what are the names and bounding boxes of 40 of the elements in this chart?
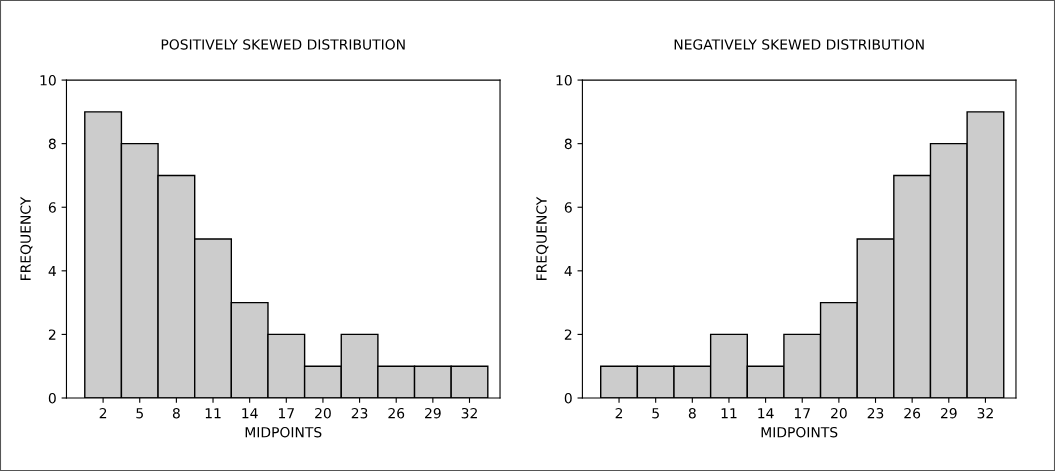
y-tick-label: 4: [48, 265, 56, 277]
x-tick-label: 32: [461, 407, 477, 419]
x-tick-label: 2: [615, 407, 623, 419]
x-tick-label: 26: [904, 407, 921, 419]
y-tick-label: 8: [48, 138, 56, 150]
x-tick-label: 14: [758, 408, 774, 419]
x-tick-label: 8: [172, 407, 180, 419]
x-tick-label: 17: [794, 408, 810, 419]
y-tick-label: 10: [556, 75, 572, 86]
x-tick-label: 29: [425, 407, 441, 419]
x-tick-label: 20: [831, 407, 847, 419]
x-tick-label: 32: [977, 407, 993, 419]
y-tick-label: 0: [48, 392, 56, 404]
x-axis-title: MIDPOINTS: [761, 426, 838, 438]
x-tick-label: 8: [688, 407, 696, 419]
y-axis-title: FREQUENCY: [20, 196, 33, 280]
x-tick-label: 20: [315, 407, 331, 419]
y-tick-label: 6: [48, 202, 56, 213]
x-tick-label: 11: [205, 408, 221, 419]
x-tick-label: 17: [278, 408, 294, 419]
y-tick-label: 2: [564, 329, 572, 340]
y-tick-label: 6: [564, 202, 572, 213]
x-axis-title: MIDPOINTS: [245, 426, 322, 438]
x-tick-label: 2: [99, 407, 107, 419]
x-tick-label: 23: [351, 407, 368, 419]
x-tick-label: 26: [388, 407, 405, 419]
y-tick-label: 4: [564, 265, 572, 277]
y-tick-label: 10: [40, 75, 56, 86]
x-tick-label: 23: [867, 407, 884, 419]
y-tick-label: 2: [48, 329, 56, 340]
x-tick-label: 11: [721, 408, 737, 419]
chart-title: NEGATIVELY SKEWED DISTRIBUTION: [674, 39, 924, 50]
x-tick-label: 5: [652, 408, 659, 419]
y-axis-title: FREQUENCY: [536, 196, 549, 280]
chart-title: POSITIVELY SKEWED DISTRIBUTION: [161, 39, 405, 50]
x-tick-label: 29: [940, 407, 957, 419]
y-tick-label: 0: [564, 392, 572, 404]
x-tick-label: 5: [136, 408, 143, 419]
y-tick-label: 8: [564, 138, 572, 150]
x-tick-label: 14: [242, 408, 258, 419]
